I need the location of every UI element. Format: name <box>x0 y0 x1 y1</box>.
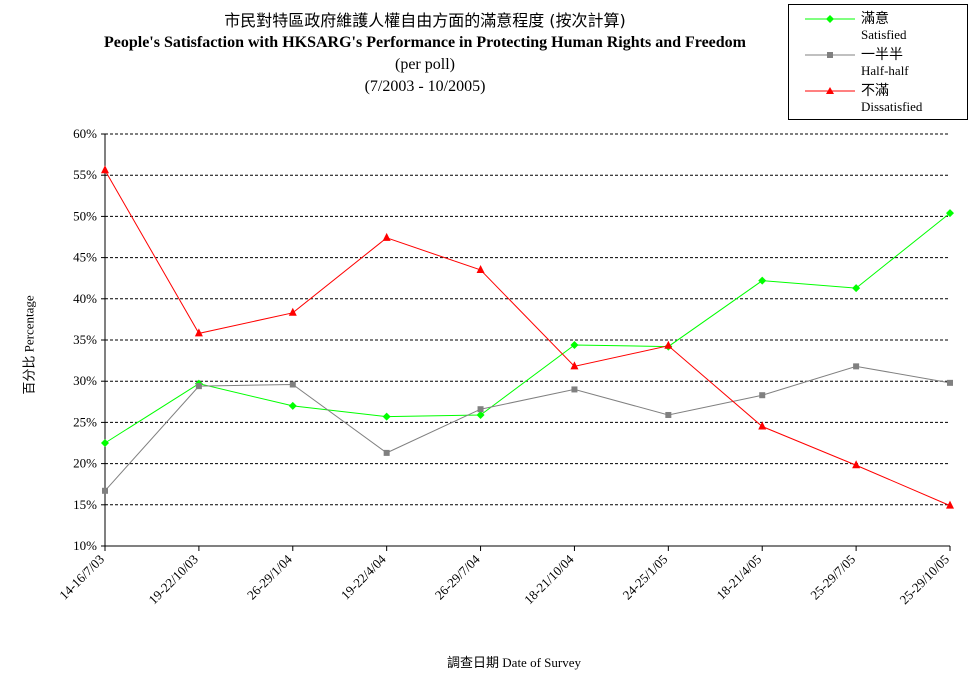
data-point <box>476 264 485 273</box>
chart-title-cn: 市民對特區政府維護人權自由方面的滿意程度 (按次計算) <box>224 11 626 30</box>
data-point <box>477 406 484 413</box>
x-tick-label: 26-29/1/04 <box>244 551 295 602</box>
y-tick-label: 55% <box>73 167 97 182</box>
x-tick-label: 25-29/10/05 <box>897 552 953 608</box>
x-tick-label: 24-25/1/05 <box>619 552 670 603</box>
legend-label-cn: 不滿 <box>861 83 889 99</box>
data-point <box>853 363 860 370</box>
y-axis-label-en: Percentage <box>21 295 37 353</box>
x-tick-label: 19-22/4/04 <box>338 551 389 602</box>
x-tick-label: 18-21/4/05 <box>713 552 764 603</box>
x-axis-label: 調查日期 Date of Survey <box>447 652 581 671</box>
data-point <box>571 386 578 393</box>
x-axis-label-cn: 調查日期 <box>447 656 500 671</box>
data-point <box>476 410 485 419</box>
y-tick-label: 30% <box>73 373 97 388</box>
data-point <box>382 412 391 421</box>
data-point <box>288 307 297 316</box>
data-point <box>289 381 296 388</box>
data-point <box>570 361 579 370</box>
x-axis-label-en: Date of Survey <box>502 655 581 670</box>
y-axis-label: 百分比 Percentage <box>19 295 38 394</box>
x-tick-label: 26-29/7/04 <box>432 551 483 602</box>
legend-label-en: Dissatisfied <box>861 99 923 114</box>
y-tick-label: 10% <box>73 538 97 553</box>
legend-label-cn: 一半半 <box>861 47 903 63</box>
x-tick-label: 19-22/10/03 <box>145 552 201 608</box>
chart-legend: 滿意 Satisfied 一半半 Half-half 不滿 Dissatisfi… <box>788 4 968 120</box>
y-tick-label: 15% <box>73 497 97 512</box>
y-tick-label: 45% <box>73 250 97 265</box>
data-point <box>102 487 108 494</box>
y-axis-label-cn: 百分比 <box>22 355 38 395</box>
x-tick-label: 18-21/10/04 <box>521 551 577 607</box>
data-point <box>852 284 861 293</box>
x-tick-label: 25-29/7/05 <box>807 552 858 603</box>
y-tick-label: 25% <box>73 414 97 429</box>
data-point <box>759 392 766 399</box>
legend-swatch-half-half <box>805 52 855 58</box>
chart-title-en: People's Satisfaction with HKSARG's Perf… <box>103 34 747 51</box>
legend-label-en: Half-half <box>861 63 909 78</box>
y-tick-label: 40% <box>73 291 97 306</box>
y-tick-label: 60% <box>73 126 97 141</box>
data-point <box>101 439 109 447</box>
legend-swatch-satisfied <box>805 15 855 23</box>
legend-item-dissatisfied: 不滿 Dissatisfied <box>789 79 967 115</box>
data-point <box>101 165 109 174</box>
data-point <box>288 401 297 410</box>
data-point <box>570 340 579 349</box>
data-point <box>946 500 954 509</box>
series-line-dissatisfied <box>104 170 951 507</box>
y-tick-label: 35% <box>73 332 97 347</box>
legend-item-satisfied: 滿意 Satisfied <box>789 7 967 43</box>
data-point <box>947 379 953 386</box>
legend-item-half-half: 一半半 Half-half <box>789 43 967 79</box>
y-tick-label: 20% <box>73 456 97 471</box>
legend-swatch-dissatisfied <box>805 87 855 94</box>
series-line-half-half <box>104 365 951 492</box>
chart-subtitle-per-poll: (per poll) <box>395 56 455 73</box>
data-point <box>758 421 767 430</box>
data-point <box>946 209 954 218</box>
series-line-satisfied <box>104 212 951 444</box>
x-tick-label: 14-16/7/03 <box>56 552 107 603</box>
chart-title-block: 市民對特區政府維護人權自由方面的滿意程度 (按次計算) People's Sat… <box>60 10 790 98</box>
legend-label-en: Satisfied <box>861 27 907 42</box>
data-point <box>852 460 861 469</box>
y-tick-label: 50% <box>73 208 97 223</box>
data-point <box>195 383 202 390</box>
chart-subtitle-date-range: (7/2003 - 10/2005) <box>364 78 486 95</box>
data-point <box>382 232 391 241</box>
data-point <box>664 340 673 349</box>
data-point <box>758 276 767 285</box>
data-point <box>383 449 390 456</box>
data-point <box>194 328 203 337</box>
legend-label-cn: 滿意 <box>861 11 889 27</box>
data-point <box>665 411 672 418</box>
